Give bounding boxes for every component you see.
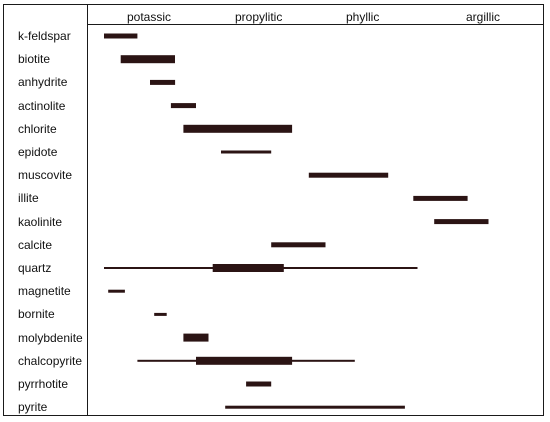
- diagram-frame: [3, 4, 544, 416]
- mineral-label: magnetite: [18, 284, 71, 299]
- range-bar-biotite: [120, 55, 175, 64]
- zone-label-propylitic: propylitic: [235, 10, 283, 24]
- zone-label-potassic: potassic: [127, 10, 172, 24]
- mineral-label: anhydrite: [18, 75, 68, 90]
- range-bar-quartz: [212, 264, 284, 272]
- range-bar-muscovite: [308, 172, 389, 178]
- mineral-label: kaolinite: [18, 214, 63, 229]
- mineral-label: bornite: [18, 307, 55, 322]
- label-column-divider: [87, 4, 88, 416]
- mineral-label: chlorite: [18, 121, 57, 136]
- range-bar-molybdenite: [183, 333, 209, 342]
- range-bar-epidote: [221, 150, 272, 154]
- mineral-label: quartz: [18, 261, 52, 275]
- mineral-label: illite: [18, 191, 39, 206]
- range-bar-anhydrite: [150, 79, 176, 85]
- mineral-label: biotite: [18, 52, 51, 67]
- mineral-label: actinolite: [18, 98, 66, 113]
- range-bar-kaolinite: [434, 219, 489, 225]
- mineral-label: k-feldspar: [18, 29, 71, 43]
- mineral-label: epidote: [18, 145, 58, 159]
- zone-label-phyllic: phyllic: [346, 10, 380, 24]
- mineral-label: molybdenite: [18, 330, 83, 345]
- range-bar-pyrrhotite: [246, 381, 272, 387]
- header-divider: [87, 24, 544, 25]
- mineral-label: muscovite: [18, 168, 73, 183]
- mineral-label: chalcopyrite: [18, 353, 83, 368]
- mineral-label: pyrite: [18, 400, 48, 415]
- range-bar-magnetite: [108, 289, 125, 293]
- range-bar-k-feldspar: [104, 33, 138, 39]
- range-bar-actinolite: [170, 103, 196, 109]
- range-bar-chlorite: [183, 124, 293, 133]
- range-bar-bornite: [154, 312, 167, 316]
- mineral-label: calcite: [18, 237, 53, 252]
- range-bar-illite: [413, 195, 468, 201]
- range-bar-calcite: [271, 242, 326, 248]
- zone-label-argillic: argillic: [466, 10, 501, 24]
- range-bar-chalcopyrite: [196, 356, 293, 365]
- range-bar-pyrite: [225, 405, 405, 409]
- mineral-label: pyrrhotite: [18, 377, 69, 391]
